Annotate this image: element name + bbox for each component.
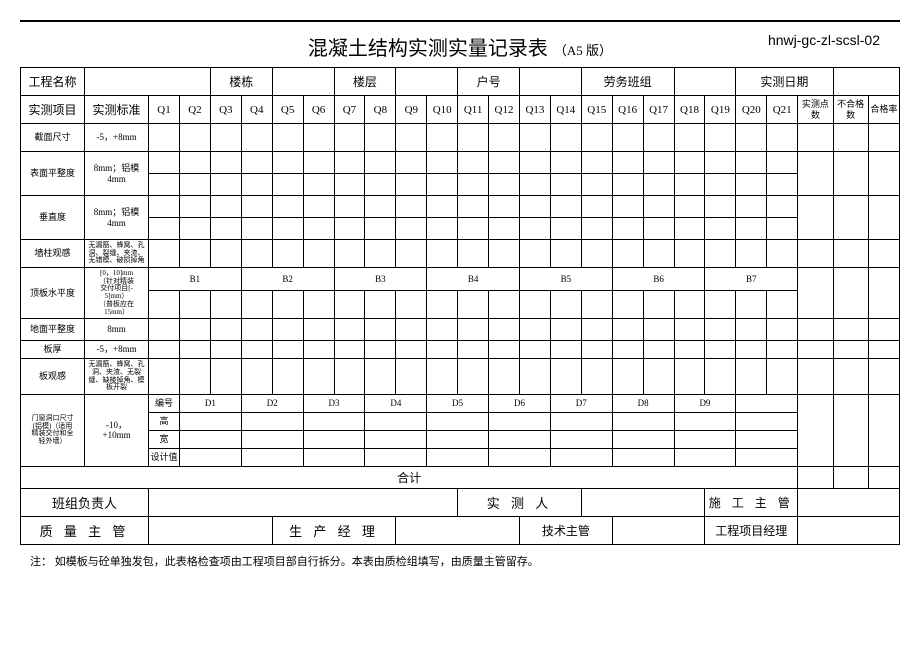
- col-q19: Q19: [705, 96, 736, 124]
- std-vertical: 8mm；铝模4mm: [85, 196, 149, 240]
- col-q4: Q4: [241, 96, 272, 124]
- col-q7: Q7: [334, 96, 365, 124]
- val-proj-mgr[interactable]: [798, 516, 900, 544]
- b2: B2: [241, 268, 334, 291]
- d-num-label: 编号: [149, 394, 180, 412]
- row-slab-look: 板观感: [21, 359, 85, 395]
- hdr-date: 实测日期: [736, 68, 833, 96]
- sign-cons-super: 施 工 主 管: [705, 488, 798, 516]
- doc-code: hnwj-gc-zl-scsl-02: [768, 32, 880, 48]
- sign-proj-mgr: 工程项目经理: [705, 516, 798, 544]
- row-vertical: 垂直度: [21, 196, 85, 240]
- d-height: 高: [149, 412, 180, 430]
- b4: B4: [427, 268, 520, 291]
- b5: B5: [519, 268, 612, 291]
- sign-prod-mgr: 生 产 经 理: [272, 516, 396, 544]
- col-q5: Q5: [272, 96, 303, 124]
- val-date[interactable]: [833, 68, 900, 96]
- d-width: 宽: [149, 430, 180, 448]
- d-design: 设计值: [149, 448, 180, 466]
- d6: D6: [489, 394, 551, 412]
- hdr-team: 劳务班组: [581, 68, 674, 96]
- col-q2: Q2: [179, 96, 210, 124]
- col-q12: Q12: [489, 96, 520, 124]
- row-slab-level: 顶板水平度: [21, 268, 85, 319]
- b6: B6: [612, 268, 705, 291]
- std-section: -5，+8mm: [85, 124, 149, 152]
- b7: B7: [705, 268, 798, 291]
- col-q14: Q14: [550, 96, 581, 124]
- row-total: 合计: [21, 466, 798, 488]
- col-item: 实测项目: [21, 96, 85, 124]
- d3: D3: [303, 394, 365, 412]
- page-title: 混凝土结构实测实量记录表: [308, 32, 548, 61]
- std-slab-look: 无漏筋、蜂窝、孔洞、夹渣、无裂缝、缺棱掉角、模板开裂: [85, 359, 149, 395]
- col-q17: Q17: [643, 96, 674, 124]
- col-q8: Q8: [365, 96, 396, 124]
- std-wall-look: 无漏筋、蜂窝、孔洞、裂缝、夹渣、无错模、破损掉角: [85, 240, 149, 268]
- std-thickness: -5，+8mm: [85, 341, 149, 359]
- d9: D9: [674, 394, 736, 412]
- val-team[interactable]: [674, 68, 736, 96]
- row-opening: 门窗洞口尺寸(铝模)（适用精装交付和全轻外墙）: [21, 394, 85, 466]
- page-version: （A5 版）: [554, 40, 612, 59]
- col-points: 实测点数: [798, 96, 833, 124]
- col-standard: 实测标准: [85, 96, 149, 124]
- d5: D5: [427, 394, 489, 412]
- val-floor[interactable]: [396, 68, 458, 96]
- row-section: 截面尺寸: [21, 124, 85, 152]
- col-q15: Q15: [581, 96, 612, 124]
- col-q18: Q18: [674, 96, 705, 124]
- val-measurer[interactable]: [581, 488, 705, 516]
- d8: D8: [612, 394, 674, 412]
- row-thickness: 板厚: [21, 341, 85, 359]
- std-ground: 8mm: [85, 319, 149, 341]
- col-q10: Q10: [427, 96, 458, 124]
- col-q3: Q3: [210, 96, 241, 124]
- col-q1: Q1: [149, 96, 180, 124]
- sign-qc: 质 量 主 管: [21, 516, 149, 544]
- col-q13: Q13: [519, 96, 550, 124]
- sign-measurer: 实 测 人: [458, 488, 582, 516]
- col-q9: Q9: [396, 96, 427, 124]
- b3: B3: [334, 268, 427, 291]
- d7: D7: [550, 394, 612, 412]
- hdr-building: 楼栋: [210, 68, 272, 96]
- row-ground: 地面平整度: [21, 319, 85, 341]
- col-q11: Q11: [458, 96, 489, 124]
- hdr-floor: 楼层: [334, 68, 396, 96]
- row-wall-look: 墙柱观感: [21, 240, 85, 268]
- hdr-unit: 户号: [458, 68, 520, 96]
- std-slab-level: [0，10]mm（针对精装交付项目[-5]mm）（普板应在15mm）: [85, 268, 149, 319]
- std-opening: -10，+10mm: [85, 394, 149, 466]
- val-unit[interactable]: [519, 68, 581, 96]
- d1: D1: [179, 394, 241, 412]
- col-q16: Q16: [612, 96, 643, 124]
- val-building[interactable]: [272, 68, 334, 96]
- col-q21: Q21: [767, 96, 798, 124]
- val-cons-super[interactable]: [798, 488, 900, 516]
- record-table: 工程名称 楼栋 楼层 户号 劳务班组 实测日期 实测项目 实测标准 Q1 Q2 …: [20, 67, 900, 545]
- val-project[interactable]: [85, 68, 211, 96]
- col-fail: 不合格数: [833, 96, 868, 124]
- d2: D2: [241, 394, 303, 412]
- b1: B1: [149, 268, 242, 291]
- val-qc[interactable]: [149, 516, 273, 544]
- footnote: 注： 如模板与砼单独发包，此表格检查项由工程项目部自行拆分。本表由质检组填写，由…: [20, 553, 900, 569]
- sign-team-leader: 班组负责人: [21, 488, 149, 516]
- val-tech[interactable]: [612, 516, 705, 544]
- col-rate: 合格率: [868, 96, 899, 124]
- col-q6: Q6: [303, 96, 334, 124]
- hdr-project: 工程名称: [21, 68, 85, 96]
- std-flatness: 8mm；铝模4mm: [85, 152, 149, 196]
- col-q20: Q20: [736, 96, 767, 124]
- row-flatness: 表面平整度: [21, 152, 85, 196]
- val-team-leader[interactable]: [149, 488, 458, 516]
- sign-tech: 技术主管: [519, 516, 612, 544]
- d4: D4: [365, 394, 427, 412]
- val-prod-mgr[interactable]: [396, 516, 520, 544]
